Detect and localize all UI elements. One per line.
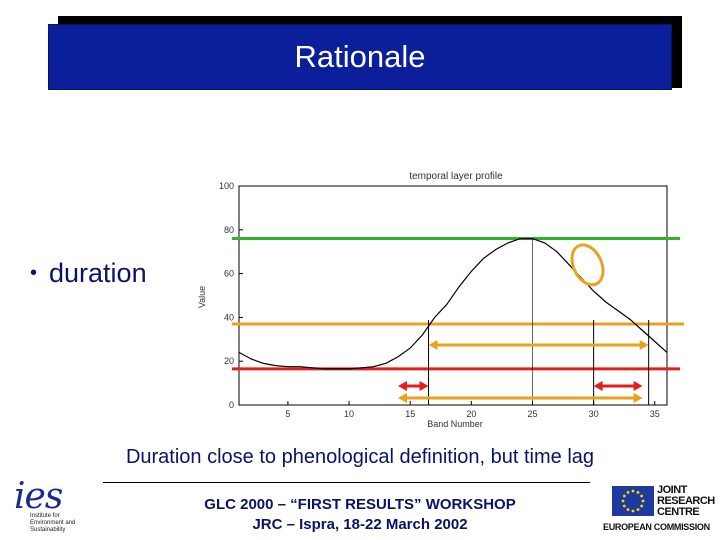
eu-star bbox=[641, 499, 645, 503]
x-tick-label: 30 bbox=[589, 409, 599, 419]
eu-star bbox=[631, 509, 635, 513]
eu-star bbox=[631, 489, 635, 493]
y-tick-label: 0 bbox=[229, 400, 234, 410]
y-tick-label: 60 bbox=[224, 269, 234, 279]
eu-star bbox=[621, 499, 625, 503]
jrc-logo-line: JOINT bbox=[657, 484, 687, 496]
eu-star bbox=[636, 490, 640, 494]
y-tick-label: 80 bbox=[224, 225, 234, 235]
jrc-logo-line: CENTRE bbox=[657, 506, 700, 518]
duration-arrow-upper bbox=[428, 340, 649, 350]
eu-star bbox=[622, 504, 626, 508]
ies-logo-subtitle: Institute for Environment and Sustainabi… bbox=[30, 513, 76, 533]
lag-arrow-end bbox=[593, 381, 643, 391]
x-tick-label: 35 bbox=[650, 409, 660, 419]
footer-venue: JRC – Ispra, 18-22 March 2002 bbox=[252, 516, 468, 533]
slide-title: Rationale bbox=[294, 39, 426, 74]
x-axis-label: Band Number bbox=[427, 419, 483, 429]
duration-arrow-lower bbox=[397, 393, 643, 403]
jrc-logo: JOINT RESEARCH CENTRE bbox=[657, 485, 715, 518]
profile-curve bbox=[238, 238, 668, 370]
ec-logo-label: EUROPEAN COMMISSION bbox=[603, 522, 710, 532]
ies-logo: ies bbox=[14, 476, 63, 517]
y-tick-label: 40 bbox=[224, 312, 234, 322]
x-tick-label: 10 bbox=[344, 409, 354, 419]
y-axis-label: Value bbox=[197, 286, 207, 308]
eu-star bbox=[640, 494, 644, 498]
eu-star bbox=[626, 490, 630, 494]
eu-star bbox=[626, 508, 630, 512]
y-tick-label: 100 bbox=[219, 181, 234, 191]
slide-caption: Duration close to phenological definitio… bbox=[125, 446, 595, 468]
lag-arrow-start bbox=[397, 381, 429, 391]
title-bar bbox=[48, 24, 672, 90]
eu-star bbox=[640, 504, 644, 508]
bullet-dot: • bbox=[30, 262, 38, 284]
footer-workshop: GLC 2000 – “FIRST RESULTS” WORKSHOP bbox=[204, 496, 516, 513]
x-tick-label: 25 bbox=[527, 409, 537, 419]
bullet-text: duration bbox=[49, 258, 147, 288]
jrc-logo-line: RESEARCH bbox=[657, 495, 715, 507]
plot-frame bbox=[238, 185, 668, 406]
chart-title: temporal layer profile bbox=[409, 171, 503, 182]
bullet-item: • duration bbox=[30, 258, 147, 289]
eu-star bbox=[636, 508, 640, 512]
x-tick-label: 5 bbox=[285, 409, 290, 419]
highlight-ellipse bbox=[570, 243, 605, 287]
eu-flag-icon bbox=[612, 486, 654, 516]
footer-divider bbox=[103, 482, 590, 483]
x-tick-label: 20 bbox=[466, 409, 476, 419]
x-tick-label: 15 bbox=[405, 409, 415, 419]
eu-star bbox=[622, 494, 626, 498]
y-tick-label: 20 bbox=[224, 356, 234, 366]
